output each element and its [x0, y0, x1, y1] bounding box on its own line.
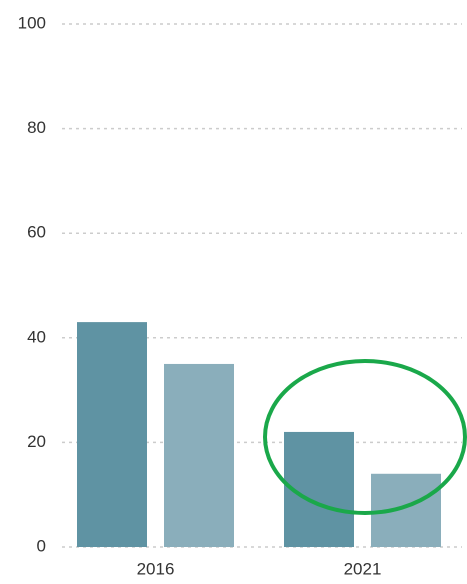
- plot-area: 0 20 40 60 80 100 2016 2021: [18, 13, 462, 578]
- y-tick-label: 80: [27, 118, 46, 137]
- y-tick-label: 20: [27, 432, 46, 451]
- x-tick-label: 2016: [137, 559, 175, 578]
- bar: [77, 322, 147, 547]
- y-tick-label: 100: [18, 13, 46, 32]
- y-tick-label: 40: [27, 327, 46, 346]
- bar: [164, 363, 234, 547]
- y-tick-label: 0: [37, 536, 46, 555]
- x-tick-label: 2021: [344, 559, 382, 578]
- y-tick-label: 60: [27, 223, 46, 242]
- highlight-ellipse: [263, 359, 467, 515]
